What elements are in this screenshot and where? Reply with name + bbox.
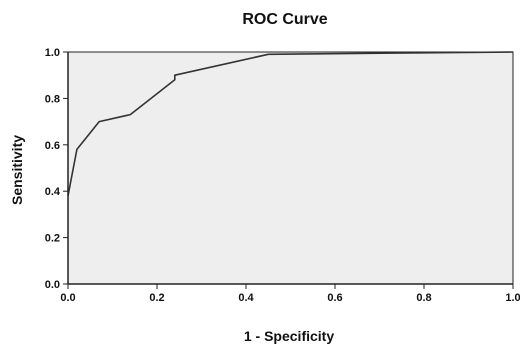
plot-area <box>67 51 514 285</box>
x-tick-label: 0.2 <box>149 292 164 304</box>
x-tick-label: 0.0 <box>60 292 75 304</box>
chart-title: ROC Curve <box>242 11 327 28</box>
x-axis-ticks: 0.0 0.2 0.4 0.6 0.8 1.0 <box>60 284 520 304</box>
roc-curve-line <box>67 51 514 196</box>
y-tick-label: 0.2 <box>45 233 60 245</box>
y-tick-label: 1.0 <box>45 47 60 59</box>
series-layer <box>67 51 514 196</box>
y-tick-label: 0.6 <box>45 140 60 152</box>
x-axis-label: 1 - Specificity <box>244 328 334 344</box>
x-tick-label: 1.0 <box>505 292 520 304</box>
y-tick-label: 0.8 <box>45 93 60 105</box>
y-axis-ticks: 0.0 0.2 0.4 0.6 0.8 1.0 <box>45 47 68 291</box>
x-tick-label: 0.8 <box>416 292 431 304</box>
y-axis-label: Sensitivity <box>9 135 25 205</box>
x-tick-label: 0.4 <box>238 292 254 304</box>
y-tick-label: 0.0 <box>45 279 60 291</box>
x-tick-label: 0.6 <box>327 292 342 304</box>
y-tick-label: 0.4 <box>45 186 61 198</box>
